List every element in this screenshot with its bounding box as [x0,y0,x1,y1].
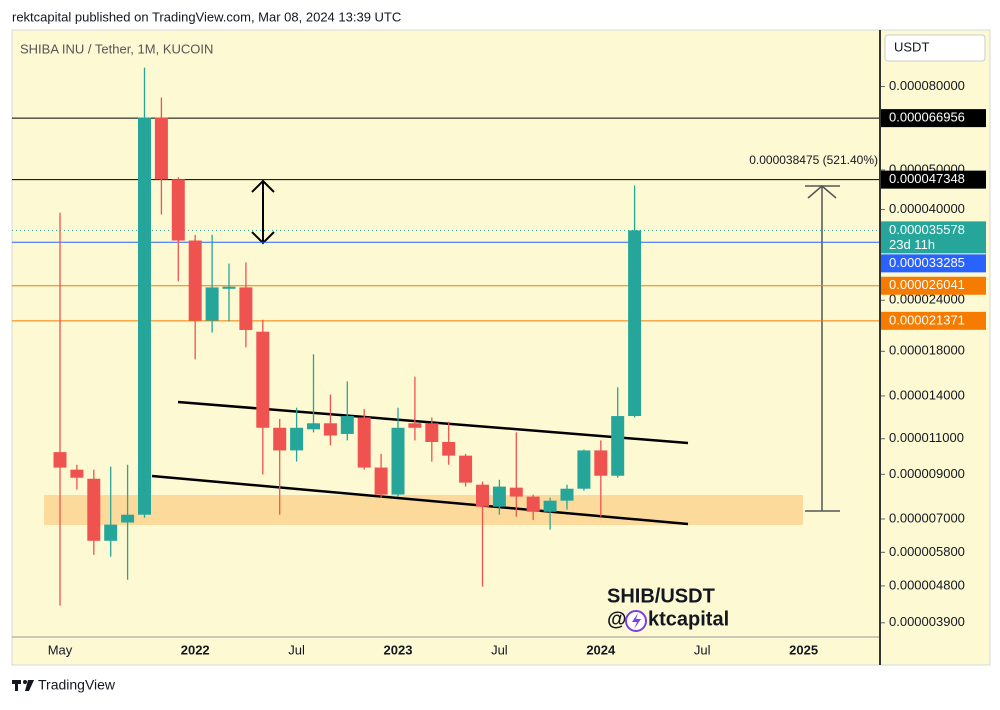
candle-body [425,423,439,442]
candle-body [188,240,202,321]
candle-body [307,423,320,430]
price-label-box [881,221,986,254]
currency-box[interactable] [884,34,986,62]
price-label-box [881,170,986,189]
candle-body [442,441,456,456]
price-label: 0.000033285 [889,255,965,270]
price-label: 0.000035578 [889,222,965,237]
watermark-handle-end: ktcapital [648,608,729,630]
x-tick-label: 2022 [181,642,210,657]
candle-body [391,427,405,495]
x-tick-label: 2023 [384,642,413,657]
candle-body [492,486,506,507]
price-label-box [881,254,986,273]
candle-body [154,117,168,180]
measure-label: 0.000038475 (521.40%) [749,153,878,167]
price-label: 0.000066956 [889,110,965,125]
candle-body [171,179,185,241]
candle-body [476,484,489,507]
candle-body [205,287,219,321]
x-tick-label: 2024 [586,642,616,657]
candle-body [323,423,337,436]
candle-body [104,524,118,541]
candle-body [628,230,642,417]
handle-icon-bolt [632,613,641,629]
candle-body [357,417,371,468]
trend-line [151,474,689,526]
price-label: 0.000026041 [889,277,965,292]
candle-body [577,450,591,489]
candle-body [87,478,101,541]
candle-body [53,452,67,468]
candle-body [340,416,354,434]
chart-title: SHIBA INU / Tether, 1M, KUCOIN [20,41,213,56]
candle-body [273,427,287,451]
y-tick-label: 0.000009000 [889,466,965,481]
x-tick-label: May [48,642,73,657]
price-label-box [881,276,986,295]
y-tick-label: 0.000014000 [889,387,965,402]
candle-body [374,467,388,495]
candle-body [70,469,84,478]
candle-body [543,500,557,512]
y-tick-label: 0.000040000 [889,201,965,216]
y-tick-label: 0.000004800 [889,577,965,592]
y-tick-label: 0.000024000 [889,292,965,307]
currency[interactable]: USDT [894,39,929,54]
publisher: rektcapital published on TradingView.com… [12,9,401,24]
candle-body [560,488,574,501]
countdown: 23d 11h [889,237,935,252]
candle-body [290,427,304,451]
candle-body [594,450,608,476]
chart-frame [11,29,991,666]
price-label-box [881,311,986,330]
measure-arrow [805,185,840,512]
y-tick-label: 0.000018000 [889,343,965,358]
x-tick-label: Jul [491,642,508,657]
x-tick-label: 2025 [789,642,818,657]
y-tick-label: 0.000007000 [889,510,965,525]
candle-body [121,514,135,523]
brand: TradingView [38,677,116,693]
candle-body [509,487,523,497]
y-tick-label: 0.000003900 [889,614,965,629]
price-label: 0.000021371 [889,312,965,327]
candle-body [408,423,422,428]
y-tick-label: 0.000005800 [889,544,965,559]
x-tick-label: Jul [694,642,711,657]
price-label: 0.000047348 [889,171,965,186]
candle-body [256,331,270,428]
candle-body [611,416,625,476]
y-tick-label: 0.000011000 [889,430,964,445]
candle-body [138,117,151,515]
candle-body [459,455,473,483]
watermark-pair: SHIB/USDT [607,585,715,607]
x-tick-label: Jul [288,642,305,657]
y-tick-label: 0.000080000 [889,78,965,93]
candle-body [526,496,540,512]
candle-body [239,287,253,330]
price-label-box [881,109,986,128]
brand-logo [12,680,34,691]
watermark-handle: @ [607,608,627,630]
range-arrow [251,179,275,245]
candle-body [222,286,236,289]
